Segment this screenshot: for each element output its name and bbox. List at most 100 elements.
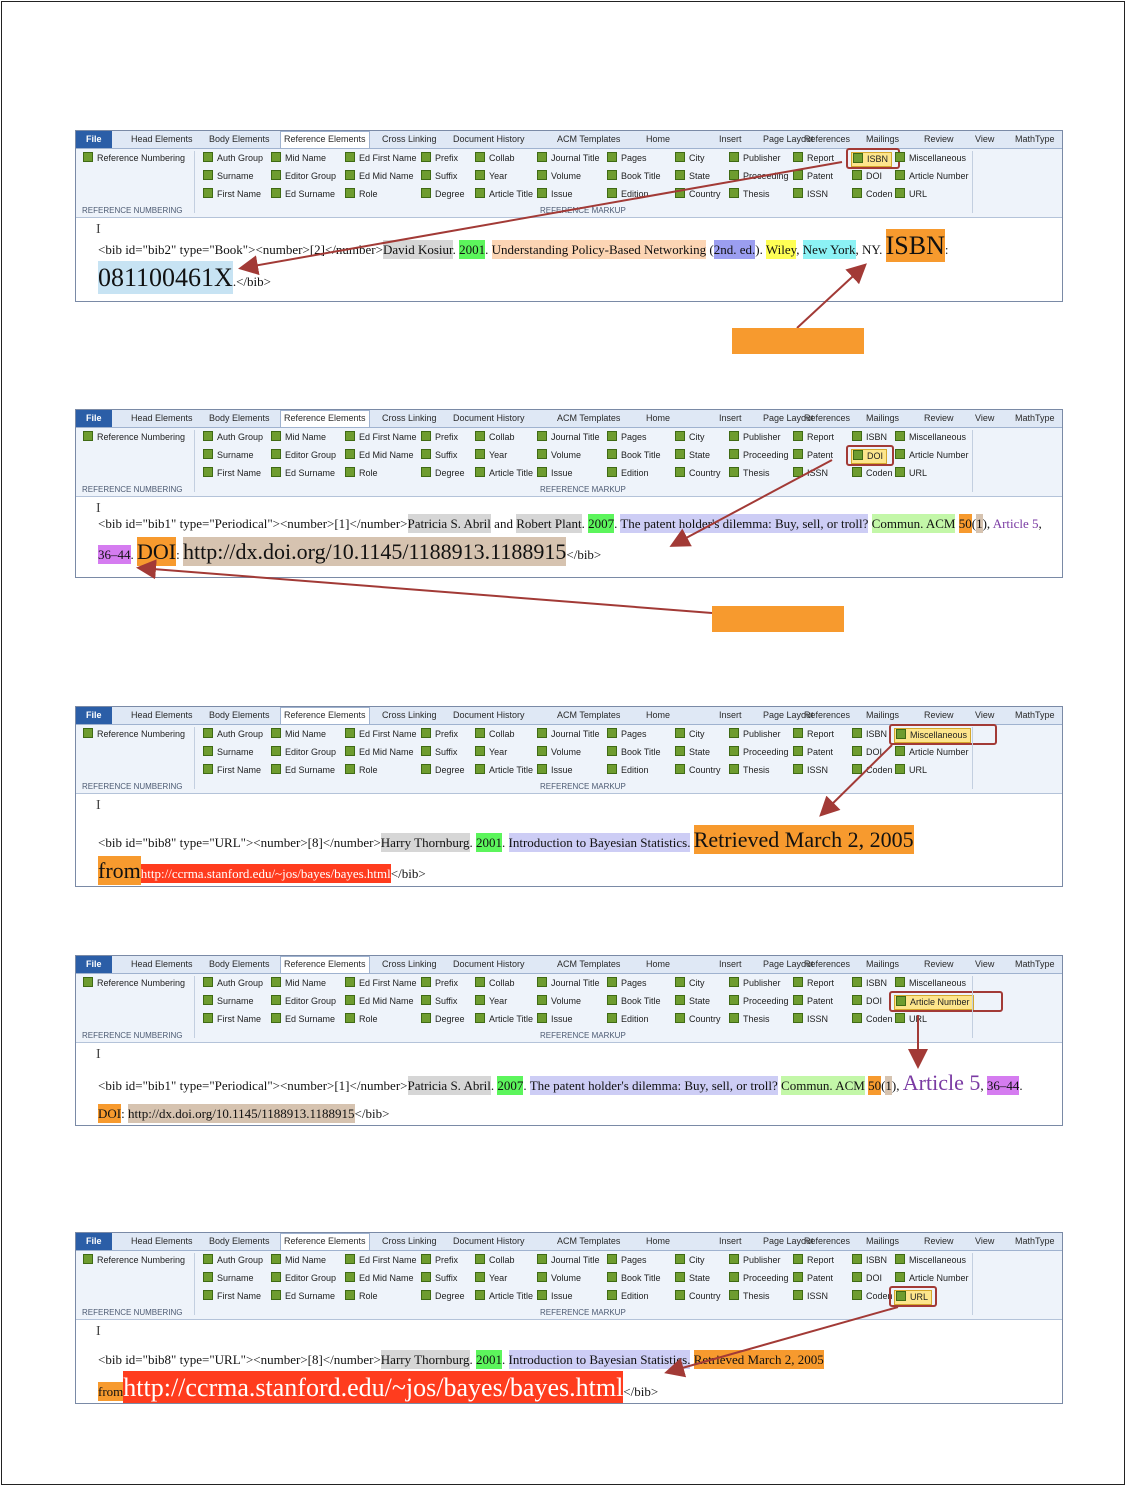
- markup-button-article-title[interactable]: Article Title: [474, 764, 536, 777]
- markup-button-thesis[interactable]: Thesis: [728, 467, 773, 480]
- tab-document-history[interactable]: Document History: [453, 413, 525, 423]
- tagged-element[interactable]: 1: [976, 514, 983, 533]
- reference-numbering-button[interactable]: Reference Numbering: [82, 152, 188, 165]
- markup-button-miscellaneous[interactable]: Miscellaneous: [894, 977, 969, 990]
- markup-button-article-number[interactable]: Article Number: [894, 746, 972, 759]
- tab-mailings[interactable]: Mailings: [866, 134, 900, 144]
- markup-button-surname[interactable]: Surname: [202, 1272, 257, 1285]
- markup-button-volume[interactable]: Volume: [536, 1272, 584, 1285]
- tab-reference-elements[interactable]: Reference Elements: [280, 1233, 370, 1250]
- markup-button-role[interactable]: Role: [344, 188, 381, 201]
- tagged-element[interactable]: 50: [868, 1076, 882, 1095]
- markup-button-pages[interactable]: Pages: [606, 152, 650, 165]
- tab-mailings[interactable]: Mailings: [866, 959, 900, 969]
- tab-review[interactable]: Review: [924, 710, 954, 720]
- markup-button-auth-group[interactable]: Auth Group: [202, 977, 266, 990]
- markup-button-thesis[interactable]: Thesis: [728, 188, 773, 201]
- markup-button-patent[interactable]: Patent: [792, 746, 836, 759]
- markup-button-ed-mid-name[interactable]: Ed Mid Name: [344, 1272, 417, 1285]
- tagged-element[interactable]: 2007: [588, 514, 615, 533]
- markup-button-report[interactable]: Report: [792, 1254, 837, 1267]
- tagged-element[interactable]: ISBN: [885, 229, 945, 262]
- markup-button-doi[interactable]: DOI: [851, 1272, 885, 1285]
- tab-mailings[interactable]: Mailings: [866, 413, 900, 423]
- markup-button-auth-group[interactable]: Auth Group: [202, 152, 266, 165]
- markup-button-collab[interactable]: Collab: [474, 977, 518, 990]
- tagged-element[interactable]: http://dx.doi.org/10.1145/1188913.118891…: [127, 1104, 355, 1123]
- markup-button-journal-title[interactable]: Journal Title: [536, 977, 603, 990]
- tab-acm-templates[interactable]: ACM Templates: [557, 959, 621, 969]
- tagged-element[interactable]: 50: [958, 514, 972, 533]
- markup-button-miscellaneous[interactable]: Miscellaneous: [894, 152, 969, 165]
- tagged-element[interactable]: 2001: [459, 240, 486, 259]
- markup-button-coden[interactable]: Coden: [851, 1290, 896, 1303]
- markup-button-issue[interactable]: Issue: [536, 1290, 576, 1303]
- markup-button-mid-name[interactable]: Mid Name: [270, 152, 329, 165]
- markup-button-thesis[interactable]: Thesis: [728, 764, 773, 777]
- markup-button-ed-surname[interactable]: Ed Surname: [270, 1013, 338, 1026]
- tab-page-layout[interactable]: Page Layout: [763, 959, 814, 969]
- markup-button-surname[interactable]: Surname: [202, 449, 257, 462]
- markup-button-year[interactable]: Year: [474, 995, 510, 1008]
- markup-button-country[interactable]: Country: [674, 764, 724, 777]
- markup-button-city[interactable]: City: [674, 728, 708, 741]
- markup-button-first-name[interactable]: First Name: [202, 764, 264, 777]
- markup-button-proceeding[interactable]: Proceeding: [728, 995, 792, 1008]
- document-area[interactable]: I <bib id="bib8" type="URL"><number>[8]</…: [76, 794, 1062, 886]
- markup-button-collab[interactable]: Collab: [474, 431, 518, 444]
- markup-button-isbn[interactable]: ISBN: [851, 431, 890, 444]
- markup-button-patent[interactable]: Patent: [792, 449, 836, 462]
- markup-button-coden[interactable]: Coden: [851, 188, 896, 201]
- markup-button-suffix[interactable]: Suffix: [420, 995, 460, 1008]
- tab-acm-templates[interactable]: ACM Templates: [557, 413, 621, 423]
- markup-button-degree[interactable]: Degree: [420, 1013, 468, 1026]
- markup-button-state[interactable]: State: [674, 1272, 713, 1285]
- markup-button-role[interactable]: Role: [344, 1290, 381, 1303]
- markup-button-article-number[interactable]: Article Number: [894, 1272, 972, 1285]
- tab-references[interactable]: References: [804, 413, 851, 423]
- markup-button-doi[interactable]: DOI: [851, 995, 885, 1008]
- markup-button-proceeding[interactable]: Proceeding: [728, 449, 792, 462]
- file-tab[interactable]: File: [76, 707, 112, 724]
- markup-button-article-title[interactable]: Article Title: [474, 188, 536, 201]
- markup-button-state[interactable]: State: [674, 449, 713, 462]
- markup-button-degree[interactable]: Degree: [420, 764, 468, 777]
- tagged-element[interactable]: New York: [802, 240, 856, 259]
- markup-button-article-title[interactable]: Article Title: [474, 1290, 536, 1303]
- markup-button-isbn[interactable]: ISBN: [851, 728, 890, 741]
- markup-button-edition[interactable]: Edition: [606, 467, 652, 480]
- markup-button-journal-title[interactable]: Journal Title: [536, 152, 603, 165]
- tagged-element[interactable]: Commun. ACM: [871, 514, 956, 533]
- markup-button-doi[interactable]: DOI: [851, 449, 888, 464]
- markup-button-ed-mid-name[interactable]: Ed Mid Name: [344, 170, 417, 183]
- markup-button-auth-group[interactable]: Auth Group: [202, 1254, 266, 1267]
- tab-review[interactable]: Review: [924, 1236, 954, 1246]
- markup-button-issn[interactable]: ISSN: [792, 764, 831, 777]
- tab-page-layout[interactable]: Page Layout: [763, 413, 814, 423]
- tab-insert[interactable]: Insert: [719, 710, 742, 720]
- reference-numbering-button[interactable]: Reference Numbering: [82, 1254, 188, 1267]
- markup-button-miscellaneous[interactable]: Miscellaneous: [894, 431, 969, 444]
- tab-reference-elements[interactable]: Reference Elements: [280, 956, 370, 973]
- markup-button-thesis[interactable]: Thesis: [728, 1290, 773, 1303]
- markup-button-pages[interactable]: Pages: [606, 728, 650, 741]
- markup-button-coden[interactable]: Coden: [851, 764, 896, 777]
- tab-body-elements[interactable]: Body Elements: [209, 1236, 270, 1246]
- tab-document-history[interactable]: Document History: [453, 710, 525, 720]
- markup-button-patent[interactable]: Patent: [792, 995, 836, 1008]
- tagged-element[interactable]: 44: [117, 545, 131, 564]
- markup-button-pages[interactable]: Pages: [606, 431, 650, 444]
- tab-insert[interactable]: Insert: [719, 1236, 742, 1246]
- markup-button-suffix[interactable]: Suffix: [420, 170, 460, 183]
- tab-head-elements[interactable]: Head Elements: [131, 413, 193, 423]
- tab-document-history[interactable]: Document History: [453, 134, 525, 144]
- markup-button-mid-name[interactable]: Mid Name: [270, 728, 329, 741]
- markup-button-book-title[interactable]: Book Title: [606, 170, 664, 183]
- tagged-element[interactable]: 1: [885, 1076, 892, 1095]
- markup-button-volume[interactable]: Volume: [536, 995, 584, 1008]
- markup-button-volume[interactable]: Volume: [536, 449, 584, 462]
- tab-page-layout[interactable]: Page Layout: [763, 134, 814, 144]
- markup-button-issn[interactable]: ISSN: [792, 1290, 831, 1303]
- markup-button-journal-title[interactable]: Journal Title: [536, 728, 603, 741]
- tab-review[interactable]: Review: [924, 959, 954, 969]
